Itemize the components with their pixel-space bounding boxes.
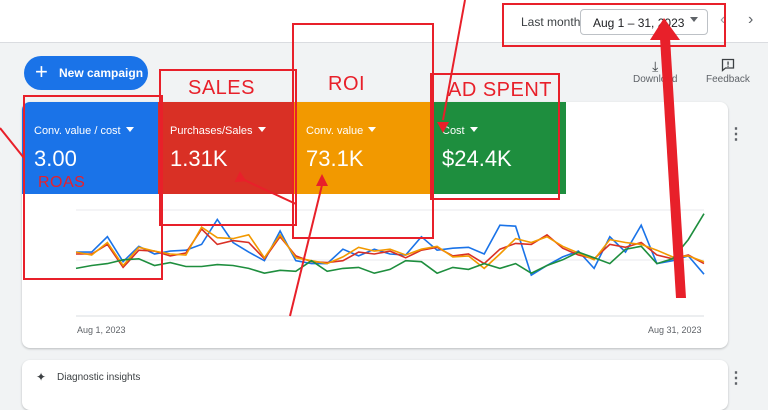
date-range-value: Aug 1 – 31, 2023 [593, 16, 685, 30]
date-range-label: Last month [521, 15, 581, 29]
new-campaign-button[interactable]: + New campaign [24, 56, 148, 90]
diagnostic-insights-card[interactable]: ✦ Diagnostic insights ⋮ [22, 360, 744, 410]
series-line-4 [75, 213, 705, 275]
x-axis-end-label: Aug 31, 2023 [648, 325, 702, 335]
series-line-1 [76, 217, 705, 277]
next-period-icon[interactable]: › [748, 11, 754, 28]
annotation-label-sales: SALES [188, 77, 255, 99]
new-campaign-label: New campaign [59, 66, 144, 80]
feedback-button[interactable]: Feedback [706, 58, 750, 85]
date-range-select[interactable]: Aug 1 – 31, 2023 [580, 9, 708, 35]
top-bar: Last month Aug 1 – 31, 2023 ‹ › [0, 0, 768, 43]
performance-card: Conv. value / cost 3.00 Purchases/Sales … [22, 102, 744, 348]
annotation-label-roas: ROAS [38, 174, 86, 191]
performance-chart [75, 209, 705, 317]
sparkle-icon: ✦ [36, 370, 47, 384]
series-line-3 [75, 225, 705, 270]
x-axis-start-label: Aug 1, 2023 [77, 325, 126, 335]
download-button[interactable]: ⤓ Download [633, 58, 677, 85]
annotation-arrow-left [0, 127, 25, 159]
more-options-icon[interactable]: ⋮ [728, 126, 744, 143]
feedback-icon [706, 58, 750, 74]
download-label: Download [633, 74, 678, 85]
annotation-label-roi: ROI [328, 73, 366, 95]
diagnostic-insights-title: Diagnostic insights [57, 372, 141, 383]
previous-period-icon[interactable]: ‹ [720, 11, 726, 28]
insights-more-options-icon[interactable]: ⋮ [728, 370, 744, 387]
series-line-2 [76, 227, 705, 269]
chevron-down-icon [690, 17, 698, 22]
plus-icon: + [35, 59, 48, 84]
download-icon: ⤓ [652, 58, 659, 74]
feedback-label: Feedback [706, 74, 750, 85]
annotation-label-ad-spent: AD SPENT [448, 79, 553, 101]
